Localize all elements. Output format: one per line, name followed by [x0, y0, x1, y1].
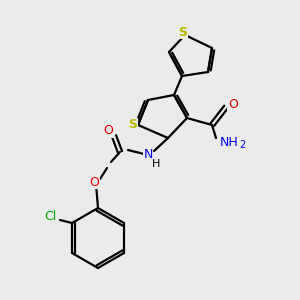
Text: S: S: [178, 26, 188, 38]
Text: H: H: [152, 159, 160, 169]
Text: Cl: Cl: [44, 209, 56, 223]
Text: 2: 2: [239, 140, 245, 150]
Text: N: N: [143, 148, 153, 161]
Text: O: O: [103, 124, 113, 137]
Text: NH: NH: [220, 136, 238, 148]
Text: O: O: [228, 98, 238, 112]
Text: O: O: [89, 176, 99, 188]
Text: S: S: [128, 118, 137, 131]
